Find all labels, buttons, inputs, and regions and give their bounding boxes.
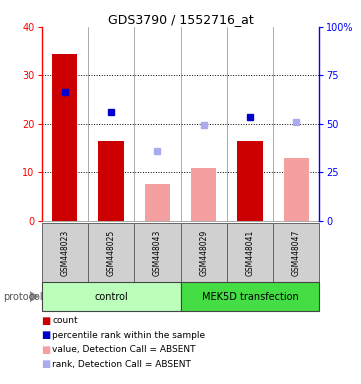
Text: GSM448023: GSM448023 (60, 229, 69, 276)
Bar (191, 169, 216, 221)
Text: GSM448041: GSM448041 (245, 229, 255, 276)
Bar (88, 223, 134, 282)
Text: ■: ■ (42, 316, 51, 326)
Text: rank, Detection Call = ABSENT: rank, Detection Call = ABSENT (52, 360, 191, 369)
Title: GDS3790 / 1552716_at: GDS3790 / 1552716_at (108, 13, 253, 26)
Bar (180, 223, 227, 282)
Text: GSM448025: GSM448025 (106, 229, 116, 276)
Text: ■: ■ (42, 345, 51, 355)
Text: value, Detection Call = ABSENT: value, Detection Call = ABSENT (52, 345, 196, 354)
Bar (134, 223, 180, 282)
Text: protocol: protocol (4, 291, 43, 302)
Text: control: control (94, 291, 128, 302)
Polygon shape (30, 291, 39, 302)
Bar (42, 223, 88, 282)
Text: GSM448043: GSM448043 (153, 229, 162, 276)
Bar (273, 223, 319, 282)
Text: ■: ■ (42, 330, 51, 340)
Bar (42, 282, 180, 311)
Bar (145, 184, 170, 221)
Text: percentile rank within the sample: percentile rank within the sample (52, 331, 205, 340)
Bar (227, 223, 273, 282)
Bar (284, 158, 309, 221)
Text: ■: ■ (42, 359, 51, 369)
Text: GSM448029: GSM448029 (199, 229, 208, 276)
Text: MEK5D transfection: MEK5D transfection (201, 291, 299, 302)
Text: count: count (52, 316, 78, 325)
Bar (52, 53, 77, 221)
Bar (237, 141, 263, 221)
Bar (98, 141, 124, 221)
Bar (180, 282, 319, 311)
Text: GSM448047: GSM448047 (292, 229, 301, 276)
